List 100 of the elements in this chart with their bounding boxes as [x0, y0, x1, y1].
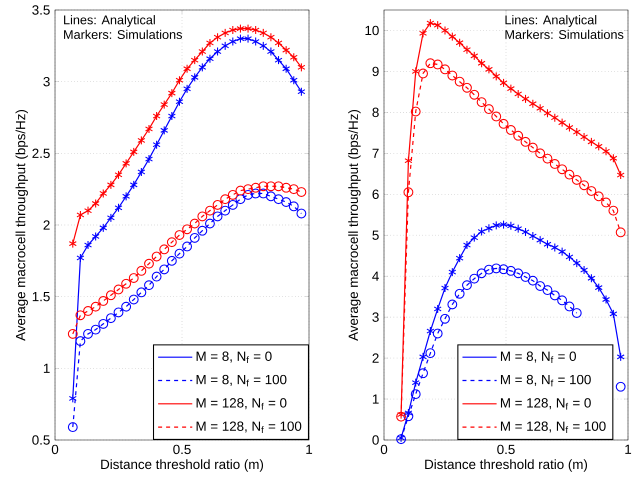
- x-tick-label: 0.5: [497, 444, 515, 454]
- y-tick-label: 1: [44, 364, 50, 373]
- point: [419, 28, 428, 38]
- point: [122, 158, 130, 168]
- point: [528, 142, 538, 153]
- point: [448, 32, 456, 42]
- point: [121, 278, 132, 289]
- point: [250, 182, 261, 193]
- point: [426, 18, 434, 28]
- point: [266, 47, 275, 56]
- point: [557, 164, 568, 174]
- point: [290, 52, 298, 62]
- point: [152, 112, 161, 121]
- point: [166, 256, 177, 266]
- point: [159, 244, 170, 254]
- point: [198, 47, 206, 56]
- point: [616, 382, 626, 392]
- point: [106, 180, 115, 190]
- point: [492, 220, 500, 230]
- point: [536, 104, 544, 113]
- point: [152, 272, 162, 282]
- point: [244, 24, 252, 34]
- y-tick-label: 2: [372, 353, 379, 363]
- point: [266, 181, 276, 192]
- point: [506, 84, 515, 94]
- point: [114, 307, 124, 318]
- point: [137, 136, 146, 145]
- point: [182, 224, 192, 234]
- point: [114, 170, 123, 180]
- point: [99, 188, 108, 198]
- point: [235, 186, 246, 196]
- point: [462, 82, 472, 93]
- point: [557, 295, 568, 306]
- point: [542, 285, 552, 296]
- point: [130, 147, 138, 156]
- point: [83, 306, 93, 316]
- x-tick-label: 1: [306, 444, 312, 454]
- point: [259, 41, 268, 50]
- point: [190, 232, 200, 243]
- point: [572, 308, 582, 318]
- point: [84, 240, 92, 250]
- point: [297, 87, 306, 96]
- point: [536, 236, 544, 245]
- point: [403, 411, 414, 422]
- point: [565, 122, 574, 132]
- y-tick-label: 9: [372, 66, 379, 76]
- point: [190, 56, 199, 65]
- point: [572, 258, 581, 268]
- point: [182, 242, 192, 252]
- point: [572, 127, 581, 137]
- point: [506, 125, 516, 135]
- point: [616, 170, 625, 180]
- x-tick-label: 0.5: [173, 444, 191, 454]
- point: [410, 106, 421, 116]
- point: [296, 187, 306, 197]
- y-tick-label: 7: [372, 148, 379, 158]
- point: [543, 108, 552, 118]
- point: [106, 213, 115, 222]
- point: [454, 288, 465, 299]
- y-tick-label: 10: [365, 26, 379, 36]
- point: [594, 191, 604, 202]
- point: [205, 206, 215, 216]
- point: [221, 41, 230, 50]
- point: [281, 182, 292, 193]
- point: [99, 223, 108, 232]
- point: [106, 290, 116, 300]
- point: [580, 266, 588, 275]
- point: [564, 170, 574, 180]
- legend-label: M = 8, N$_{f}$ = 100: [500, 374, 591, 386]
- point: [76, 253, 84, 262]
- point: [404, 156, 412, 166]
- point: [183, 64, 192, 74]
- point: [228, 26, 237, 35]
- point: [243, 190, 253, 200]
- point: [602, 146, 610, 156]
- point: [404, 408, 412, 418]
- point: [144, 154, 153, 164]
- legend-label: M = 128, N$_{f}$ = 0: [196, 398, 286, 410]
- point: [454, 76, 465, 87]
- point: [456, 38, 464, 48]
- point: [243, 184, 253, 194]
- point: [426, 326, 434, 336]
- point: [144, 258, 154, 269]
- point: [441, 26, 449, 35]
- point: [98, 318, 108, 329]
- point: [288, 184, 299, 194]
- point: [152, 252, 162, 262]
- point: [90, 302, 101, 312]
- point: [197, 211, 208, 222]
- point: [136, 287, 146, 298]
- point: [419, 352, 428, 362]
- annotation: Markers: Simulations: [505, 30, 624, 40]
- point: [434, 304, 442, 314]
- point: [266, 32, 275, 42]
- point: [228, 36, 237, 46]
- point: [212, 200, 223, 210]
- x-tick-label: 0: [52, 444, 58, 454]
- point: [152, 140, 161, 150]
- y-tick-label: 1.5: [32, 292, 50, 302]
- point: [258, 188, 268, 198]
